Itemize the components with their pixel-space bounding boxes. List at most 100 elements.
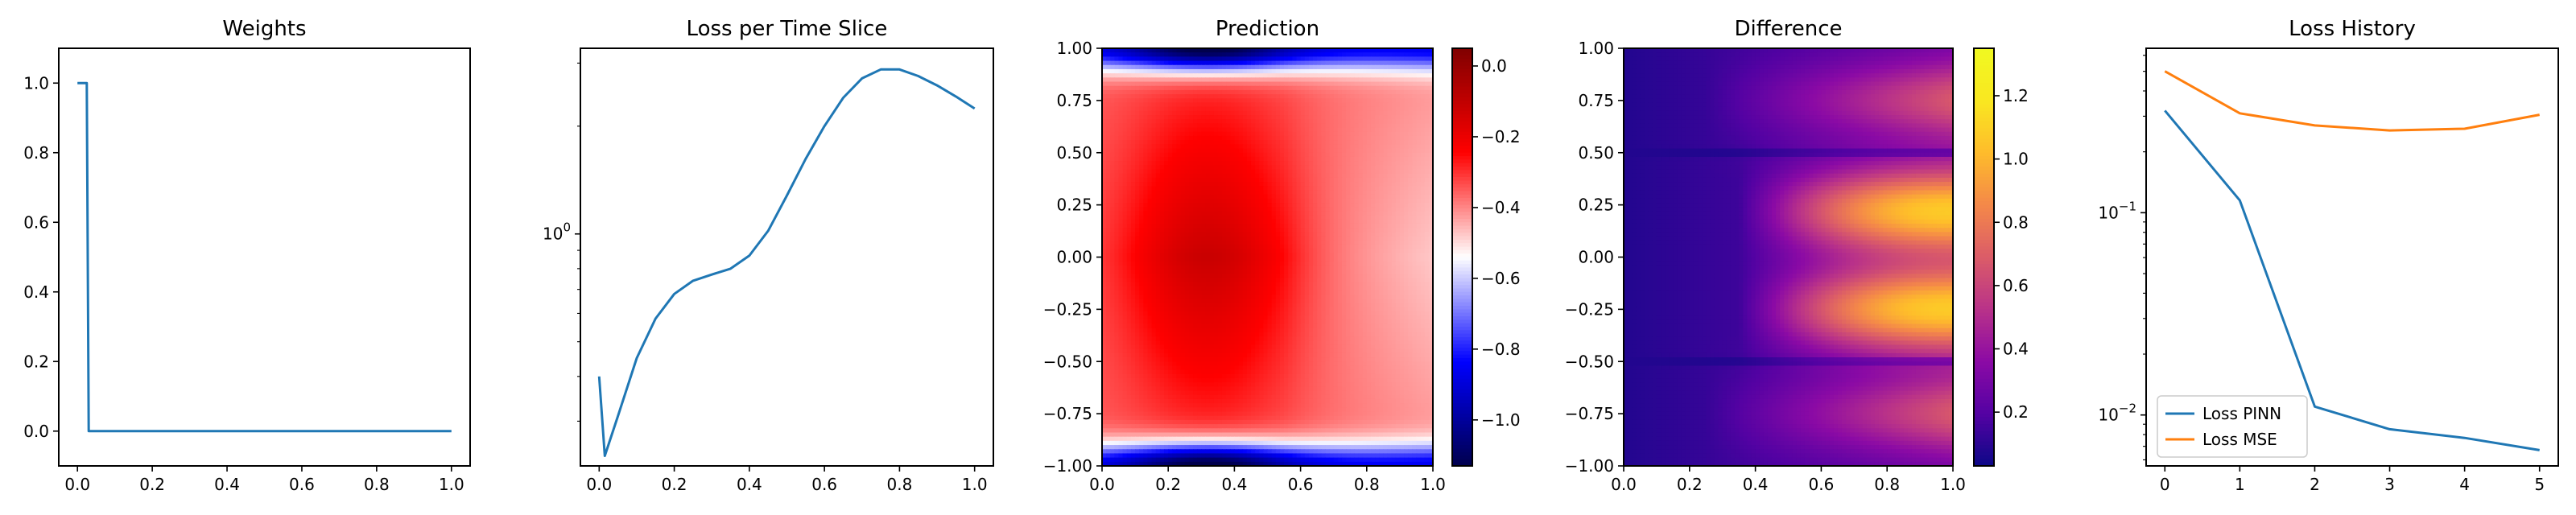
heatmap-cell [1151, 244, 1157, 249]
heatmap-cell [1180, 94, 1186, 99]
heatmap-cell [1188, 274, 1194, 279]
heatmap-cell [1387, 48, 1393, 53]
heatmap-cell [1284, 240, 1289, 245]
heatmap-cell [1205, 194, 1211, 200]
heatmap-cell [1308, 198, 1314, 204]
heatmap-cell [1379, 198, 1384, 204]
heatmap-cell [1259, 244, 1264, 249]
heatmap-cell [1143, 73, 1149, 78]
heatmap-cell [1246, 48, 1252, 53]
heatmap-cell [1420, 140, 1426, 145]
heatmap-cell [1259, 173, 1264, 179]
heatmap-cell [1366, 85, 1372, 91]
heatmap-cell [1408, 249, 1413, 253]
heatmap-cell [1213, 244, 1219, 249]
heatmap-cell [1122, 64, 1128, 70]
heatmap-cell [1242, 207, 1248, 212]
heatmap-cell [1184, 152, 1190, 158]
heatmap-cell [1300, 52, 1306, 57]
heatmap-cell [1114, 119, 1120, 125]
heatmap-cell [1395, 215, 1401, 220]
heatmap-cell [1130, 182, 1136, 187]
heatmap-cell [1366, 81, 1372, 87]
heatmap-cell [1366, 94, 1372, 99]
heatmap-cell [1230, 240, 1235, 245]
heatmap-cell [1226, 211, 1231, 216]
heatmap-cell [1329, 81, 1335, 87]
heatmap-cell [1366, 219, 1372, 225]
heatmap-cell [1193, 64, 1198, 70]
heatmap-cell [1292, 106, 1298, 112]
heatmap-cell [1201, 77, 1207, 83]
heatmap-cell [1412, 253, 1418, 258]
heatmap-cell [1333, 261, 1339, 266]
heatmap-cell [1329, 303, 1335, 308]
heatmap-cell [1155, 278, 1161, 283]
heatmap-cell [1358, 186, 1364, 192]
heatmap-cell [1259, 290, 1264, 295]
heatmap-cell [1217, 278, 1223, 283]
heatmap-cell [1292, 131, 1298, 137]
heatmap-cell [1399, 219, 1405, 225]
heatmap-cell [1188, 131, 1194, 137]
heatmap-cell [1408, 198, 1413, 204]
heatmap-cell [1395, 106, 1401, 112]
heatmap-cell [1350, 236, 1355, 241]
heatmap-cell [1259, 60, 1264, 66]
heatmap-cell [1341, 127, 1347, 133]
heatmap-cell [1151, 190, 1157, 196]
heatmap-cell [1329, 148, 1335, 154]
heatmap-cell [1296, 270, 1302, 274]
heatmap-cell [1155, 290, 1161, 295]
heatmap-cell [1217, 270, 1223, 274]
heatmap-cell [1151, 131, 1157, 137]
heatmap-cell [1250, 140, 1256, 145]
heatmap-cell [1246, 169, 1252, 175]
heatmap-cell [1139, 165, 1144, 171]
heatmap-cell [1130, 52, 1136, 57]
heatmap-cell [1122, 299, 1128, 304]
heatmap-cell [1139, 64, 1144, 70]
heatmap-cell [1114, 295, 1120, 299]
axes-frame [580, 47, 994, 467]
heatmap-cell [1321, 299, 1327, 304]
heatmap-cell [1321, 156, 1327, 162]
heatmap-cell [1375, 52, 1380, 57]
heatmap-cell [1329, 102, 1335, 108]
heatmap-cell [1164, 115, 1169, 120]
heatmap-cell [1275, 215, 1281, 220]
heatmap-cell [1201, 152, 1207, 158]
heatmap-cell [1428, 177, 1434, 183]
heatmap-cell [1102, 249, 1107, 253]
heatmap-cell [1288, 144, 1293, 150]
heatmap-cell [1383, 295, 1389, 299]
heatmap-cell [1300, 253, 1306, 258]
heatmap-cell [1172, 56, 1178, 62]
heatmap-cell [1193, 135, 1198, 141]
heatmap-cell [1317, 215, 1322, 220]
heatmap-cell [1201, 131, 1207, 137]
heatmap-cell [1114, 194, 1120, 200]
heatmap-cell [1238, 148, 1244, 154]
heatmap-cell [1428, 127, 1434, 133]
heatmap-cell [1399, 261, 1405, 266]
heatmap-cell [1238, 56, 1244, 62]
heatmap-cell [1221, 278, 1227, 283]
heatmap-cell [1106, 156, 1111, 162]
heatmap-cell [1184, 94, 1190, 99]
heatmap-cell [1234, 240, 1240, 245]
heatmap-cell [1217, 228, 1223, 233]
heatmap-cell [1387, 198, 1393, 204]
heatmap-cell [1184, 81, 1190, 87]
heatmap-cell [1354, 219, 1360, 225]
heatmap-cell [1110, 173, 1116, 179]
heatmap-cell [1221, 198, 1227, 204]
heatmap-cell [1176, 240, 1182, 245]
heatmap-cell [1263, 52, 1269, 57]
heatmap-cell [1354, 215, 1360, 220]
heatmap-cell [1341, 261, 1347, 266]
heatmap-cell [1387, 278, 1393, 283]
heatmap-cell [1110, 127, 1116, 133]
heatmap-cell [1399, 152, 1405, 158]
heatmap-cell [1184, 123, 1190, 129]
